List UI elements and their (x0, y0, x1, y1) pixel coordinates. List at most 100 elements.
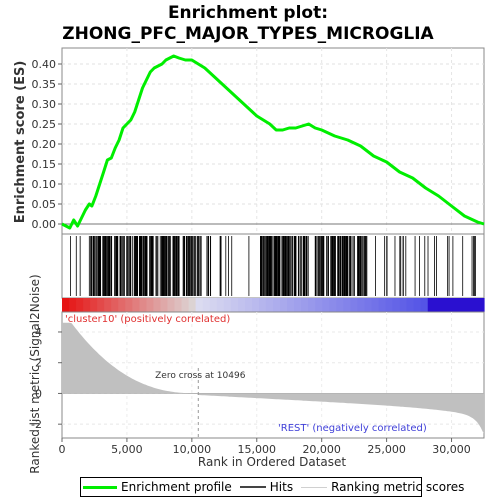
rank-bar-segment (385, 298, 394, 312)
rank-bar-segment (315, 298, 323, 312)
rank-bar-segment (406, 298, 415, 312)
rank-bar-segment (434, 298, 443, 312)
rank-bar-segment (62, 298, 70, 312)
rank-bar-segment (167, 298, 176, 312)
rank-bar-segment (420, 298, 429, 312)
es-y-axis-title: Enrichment score (ES) (13, 61, 28, 224)
rank-bar-segment (265, 298, 274, 312)
rank-bar-segment (216, 298, 225, 312)
hits-lines (70, 236, 476, 296)
rank-bar-segment (223, 298, 232, 312)
chart-title-line1: Enrichment plot: (168, 3, 328, 23)
rank-bar-segment (357, 298, 366, 312)
metric-y-ticks: -2 0 2 4 (31, 326, 62, 431)
es-tick-label: 0.30 (32, 98, 57, 111)
rank-bar-segment (139, 298, 147, 312)
legend-item-enrichment: Enrichment profile (83, 480, 232, 494)
zero-cross-label: Zero cross at 10496 (155, 371, 246, 381)
rank-bar-segment (181, 298, 190, 312)
es-tick-label: 0.10 (32, 178, 57, 191)
rank-bar-segment (195, 298, 204, 312)
rank-bar-segment (280, 298, 288, 312)
legend-swatch-metric (301, 486, 328, 488)
rank-bar-segment (111, 298, 119, 312)
rank-bar-segment (132, 298, 140, 312)
rank-bar-segment (301, 298, 309, 312)
rank-bar-segment (230, 298, 239, 312)
legend-label-enrichment: Enrichment profile (121, 480, 232, 494)
chart-title-line2: ZHONG_PFC_MAJOR_TYPES_MICROGLIA (62, 24, 434, 44)
rank-bar-segment (371, 298, 380, 312)
rank-bar-segment (476, 298, 485, 312)
es-tick-label: 0.25 (32, 118, 57, 131)
es-panel: 0.00 0.05 0.10 0.15 0.20 0.25 0.30 0.35 0.40 Enr… (13, 47, 485, 235)
legend: Enrichment profile Hits Ranking metric s… (80, 477, 464, 497)
rank-bar-segment (202, 298, 211, 312)
metric-x-tick-label: 30,000 (432, 443, 471, 456)
es-grid (62, 48, 484, 234)
rank-bar-segment (413, 298, 422, 312)
es-tick-label: 0.15 (32, 158, 57, 171)
rank-bar-segment (329, 298, 337, 312)
rank-bar-segment (364, 298, 373, 312)
es-tick-label: 0.05 (32, 198, 57, 211)
legend-item-hits: Hits (239, 480, 294, 494)
legend-swatch-hits (239, 486, 266, 488)
rank-bar-segment (336, 298, 344, 312)
rank-bar-segment (343, 298, 351, 312)
es-panel-frame (61, 47, 485, 235)
rank-bar-segment (258, 298, 267, 312)
es-y-ticks: 0.00 0.05 0.10 0.15 0.20 0.25 0.30 0.35 0.40 (32, 58, 62, 231)
rank-bar-segment (69, 298, 77, 312)
rank-bar-segment (76, 298, 84, 312)
rank-bar-segment (188, 298, 197, 312)
rank-bar-segment (237, 298, 246, 312)
rank-bar-segment (174, 298, 183, 312)
rank-bar-segment (153, 298, 162, 312)
rank-bar-segment (462, 298, 471, 312)
rank-bar-segment (427, 298, 436, 312)
rank-color-bar (62, 298, 485, 312)
rank-bar-segment (350, 298, 358, 312)
es-tick-label: 0.35 (32, 78, 57, 91)
rank-bar-segment (251, 298, 260, 312)
negative-correlation-label: 'REST' (negatively correlated) (278, 423, 427, 434)
legend-swatch-enrichment (83, 485, 117, 489)
rank-bar-segment (146, 298, 155, 312)
metric-x-tick-label: 0 (59, 443, 66, 456)
rank-bar-segment (160, 298, 169, 312)
hits-panel (61, 233, 485, 299)
rank-bar-segment (448, 298, 457, 312)
es-curve-group (61, 54, 485, 230)
metric-y-tick-label: 4 (35, 326, 42, 339)
legend-label-metric: Ranking metric scores (331, 480, 465, 494)
metric-x-tick-label: 25,000 (367, 443, 406, 456)
rank-bar-segment (322, 298, 330, 312)
rank-bar-segment (441, 298, 450, 312)
positive-correlation-label: 'cluster10' (positively correlated) (65, 314, 230, 325)
rank-bar-segment (83, 298, 91, 312)
rank-bar-segment (273, 298, 281, 312)
rank-bar-segment (97, 298, 105, 312)
metric-y-axis-title: Ranked list metric (Signal2Noise) (28, 274, 42, 473)
rank-bar-segment (294, 298, 302, 312)
metric-y-tick-label: -2 (31, 418, 42, 431)
enrichment-profile-line (61, 54, 485, 230)
rank-bar-segment (287, 298, 295, 312)
rank-bar-segment (118, 298, 126, 312)
metric-y-tick-label: 2 (35, 357, 42, 370)
rank-bar-segment (104, 298, 112, 312)
metric-x-tick-label: 15,000 (238, 443, 277, 456)
legend-label-hits: Hits (269, 480, 294, 494)
es-tick-label: 0.20 (32, 138, 57, 151)
es-tick-label: 0.40 (32, 58, 57, 71)
metric-x-tick-label: 5,000 (111, 443, 143, 456)
metric-panel-frame (61, 311, 485, 439)
rank-bar-segment (469, 298, 478, 312)
rank-bar-segment (90, 298, 98, 312)
metric-y-tick-label: 0 (35, 387, 42, 400)
metric-x-axis-title: Rank in Ordered Dataset (198, 455, 346, 469)
rank-bar-segment (244, 298, 253, 312)
metric-x-ticks: 0 5,000 10,000 15,000 20,000 25,000 30,000 (59, 438, 471, 456)
